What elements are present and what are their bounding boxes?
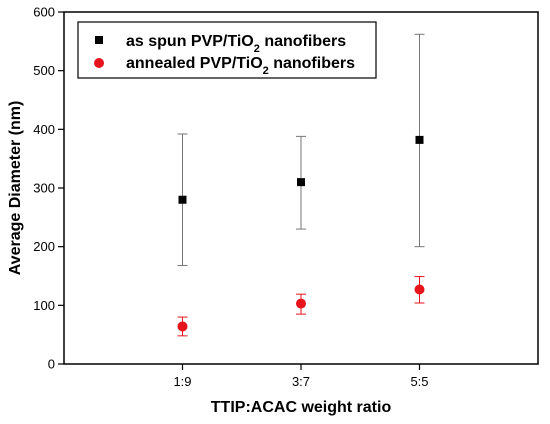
y-axis-title: Average Diameter (nm) <box>7 101 24 276</box>
legend-marker-as-spun <box>95 36 103 44</box>
x-tick-label: 5:5 <box>410 374 428 389</box>
legend-entry-annealed: annealed PVP/TiO2 nanofibers <box>126 55 355 77</box>
y-tick-label: 400 <box>33 122 55 137</box>
series-1 <box>177 276 425 337</box>
y-axis: 0 100 200 300 400 500 600 <box>33 5 64 372</box>
data-point <box>178 195 187 204</box>
legend-box <box>77 21 377 79</box>
series-0 <box>177 33 425 266</box>
y-tick-label: 200 <box>33 239 55 254</box>
data-point <box>177 321 188 332</box>
data-point <box>296 298 306 309</box>
x-tick-label: 1:9 <box>173 374 191 389</box>
series-layer <box>177 33 425 337</box>
data-point <box>414 284 425 295</box>
y-tick-label: 500 <box>33 63 55 78</box>
data-point <box>297 178 305 187</box>
y-tick-label: 0 <box>48 357 55 372</box>
x-tick-label: 3:7 <box>292 374 310 389</box>
data-point <box>415 135 424 144</box>
y-tick-label: 300 <box>33 181 55 196</box>
x-axis: 1:9 3:7 5:5 <box>173 364 429 389</box>
y-tick-label: 600 <box>33 5 55 20</box>
y-tick-label: 100 <box>33 298 55 313</box>
legend-entry-as-spun: as spun PVP/TiO2 nanofibers <box>126 33 346 55</box>
x-axis-title: TTIP:ACAC weight ratio <box>211 399 392 416</box>
legend: as spun PVP/TiO2 nanofibers annealed PVP… <box>77 21 377 79</box>
legend-marker-annealed <box>94 58 104 68</box>
